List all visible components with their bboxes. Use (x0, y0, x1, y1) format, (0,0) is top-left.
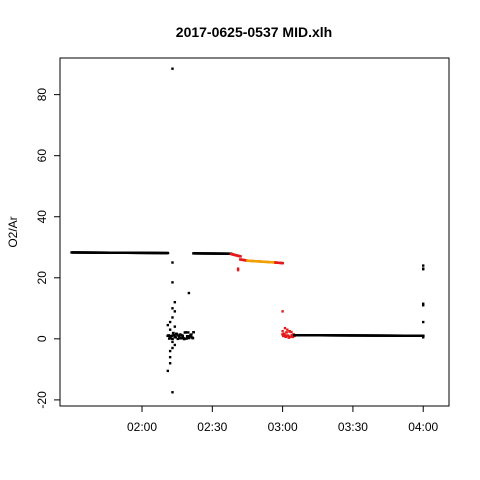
data-point (281, 310, 284, 313)
y-axis-label: O2/Ar (6, 216, 20, 247)
y-tick-label: 80 (35, 88, 49, 102)
data-point (176, 337, 180, 341)
data-point (168, 349, 172, 353)
data-point (170, 334, 174, 337)
data-point (168, 328, 172, 331)
data-point (185, 335, 189, 338)
x-axis: 02:00 02:30 03:00 03:30 04:00 (127, 406, 439, 434)
y-tick-label: 0 (35, 335, 49, 342)
data-point (289, 335, 292, 338)
data-point (192, 331, 195, 334)
data-point (171, 261, 174, 264)
data-point (191, 337, 195, 340)
data-point (171, 67, 174, 70)
data-point (173, 301, 177, 304)
y-tick-label: 60 (35, 149, 49, 163)
data-point (187, 291, 191, 295)
data-point (187, 336, 191, 340)
data-point (168, 336, 172, 339)
data-point (171, 391, 174, 394)
data-points-group (70, 67, 425, 394)
data-point (173, 310, 177, 313)
data-point (282, 332, 286, 335)
data-point (166, 323, 169, 327)
data-point (175, 333, 179, 336)
data-point (422, 336, 425, 339)
data-point (281, 333, 285, 336)
data-point (236, 267, 240, 270)
x-tick-label: 02:00 (127, 420, 157, 434)
data-point (178, 336, 181, 339)
x-tick-label: 04:00 (408, 420, 438, 434)
data-point (286, 328, 289, 331)
data-point (177, 334, 181, 337)
data-point (167, 334, 170, 337)
data-point (422, 264, 425, 267)
data-point (286, 334, 290, 337)
data-point (168, 362, 172, 365)
data-point (283, 334, 287, 337)
data-point (168, 320, 172, 324)
data-point (290, 333, 294, 337)
data-point (291, 335, 295, 339)
data-point (422, 302, 425, 305)
data-point (181, 334, 185, 338)
data-point (182, 337, 186, 341)
data-point (184, 331, 188, 334)
y-tick-label: 40 (35, 210, 49, 224)
data-point (173, 343, 177, 347)
data-point (185, 337, 188, 340)
y-axis: -20 0 20 40 60 80 (35, 88, 60, 409)
data-point (171, 307, 174, 310)
data-point (281, 330, 284, 333)
data-point (281, 261, 285, 265)
data-point (171, 281, 174, 284)
x-tick-label: 03:00 (268, 420, 298, 434)
data-point (288, 330, 291, 333)
data-point (186, 331, 190, 334)
data-point (189, 333, 193, 336)
data-point (422, 304, 425, 307)
data-point (171, 346, 174, 350)
data-point (289, 330, 293, 334)
data-point (171, 331, 175, 335)
data-point (168, 355, 172, 359)
data-point (171, 340, 174, 344)
data-point (171, 337, 174, 341)
data-point (284, 335, 288, 339)
plot-frame (59, 57, 450, 407)
data-point (285, 331, 288, 334)
data-point (287, 336, 291, 339)
x-tick-label: 02:30 (197, 420, 227, 434)
data-point (236, 268, 240, 272)
data-point (166, 369, 169, 373)
data-point (171, 316, 174, 319)
data-point (239, 255, 242, 258)
data-point (422, 320, 425, 324)
data-point (172, 333, 176, 337)
data-point (173, 325, 177, 328)
y-tick-label: 20 (35, 271, 49, 285)
chart-title: 2017-0625-0537 MID.xlh (176, 24, 332, 40)
data-point (178, 333, 182, 336)
y-tick-label: -20 (35, 391, 49, 409)
x-tick-label: 03:30 (338, 420, 368, 434)
data-point (179, 337, 183, 340)
data-point (422, 268, 425, 271)
data-point (283, 326, 287, 330)
data-point (166, 251, 170, 255)
data-point (421, 334, 425, 337)
data-point (174, 336, 178, 339)
data-point (282, 334, 285, 338)
